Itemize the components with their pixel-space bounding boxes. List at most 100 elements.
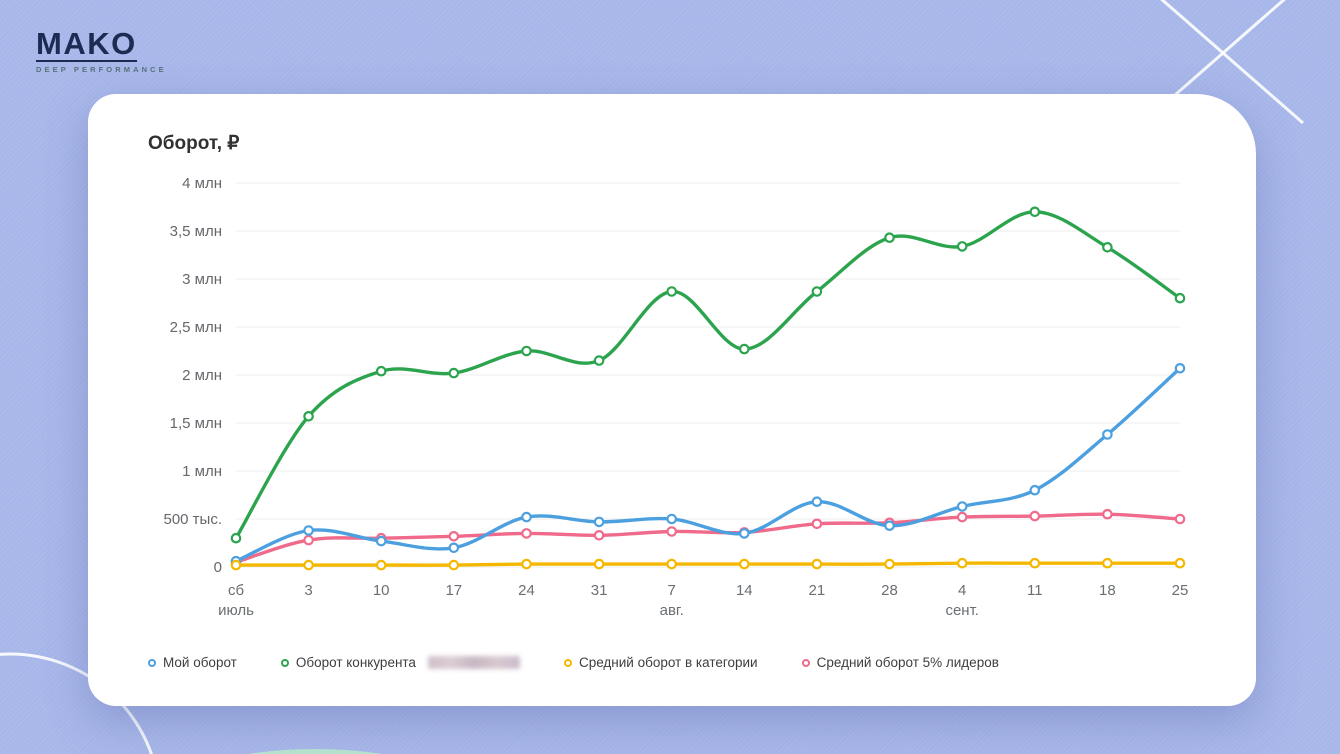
svg-text:3,5 млн: 3,5 млн: [170, 223, 222, 240]
legend-item-0[interactable]: Мой оборот: [148, 655, 237, 670]
data-point-marker: [1029, 206, 1041, 218]
data-point-marker: [811, 286, 823, 297]
data-point-marker: [521, 528, 532, 539]
chart-legend: Мой оборот Оборот конкурента Средний оборо…: [148, 655, 1196, 670]
legend-item-1[interactable]: Оборот конкурента: [280, 655, 520, 670]
data-point-marker: [1029, 557, 1041, 569]
svg-text:17: 17: [445, 582, 462, 599]
data-point-marker: [303, 559, 314, 571]
svg-text:июль: июль: [218, 602, 254, 619]
svg-text:500 тыс.: 500 тыс.: [163, 511, 222, 528]
svg-text:4: 4: [958, 582, 966, 599]
svg-text:3: 3: [304, 582, 312, 599]
turnover-line-chart[interactable]: 4 млн 3,5 млн 3 млн 2,5 млн 2 млн 1,5 млн 1 мл…: [148, 169, 1196, 631]
data-point-marker: [521, 558, 532, 570]
svg-text:1,5 млн: 1,5 млн: [170, 415, 222, 432]
data-point-marker: [956, 501, 968, 512]
svg-text:7: 7: [668, 582, 676, 599]
legend-marker-icon: [563, 658, 572, 667]
data-point-marker: [593, 355, 605, 366]
data-point-marker: [811, 558, 823, 570]
data-point-marker: [666, 558, 677, 570]
data-point-marker: [956, 241, 968, 252]
data-point-marker: [1174, 292, 1186, 304]
data-point-marker: [1102, 557, 1113, 569]
data-point-marker: [811, 518, 823, 530]
data-point-marker: [303, 534, 314, 546]
svg-text:31: 31: [591, 582, 608, 599]
data-point-marker: [1174, 363, 1186, 374]
data-point-marker: [1174, 513, 1186, 525]
brand-logo: MAKO DEEP PERFORMANCE: [36, 28, 167, 74]
decorative-circle-icon: [0, 652, 153, 754]
svg-text:1 млн: 1 млн: [182, 463, 222, 480]
data-point-marker: [303, 411, 314, 422]
competitor-name-redacted: [427, 656, 520, 669]
legend-marker-icon: [148, 658, 156, 667]
data-point-marker: [738, 343, 750, 355]
series-1: [230, 206, 1186, 544]
y-axis-labels: 4 млн 3,5 млн 3 млн 2,5 млн 2 млн 1,5 млн 1 мл…: [163, 175, 222, 576]
svg-text:сб: сб: [228, 582, 244, 599]
data-point-marker: [448, 530, 460, 542]
svg-text:25: 25: [1172, 582, 1189, 599]
data-point-marker: [666, 513, 677, 525]
svg-text:11: 11: [1027, 582, 1043, 599]
data-point-marker: [666, 526, 677, 537]
data-point-marker: [1029, 484, 1041, 496]
data-point-marker: [593, 516, 605, 528]
data-point-marker: [375, 559, 387, 571]
legend-label: Оборот конкурента: [295, 655, 416, 670]
decorative-teal-shape: [248, 749, 382, 754]
chart-card: Оборот, ₽ 4 млн 3,5 млн 3 млн 2,5 млн 2 млн 1…: [88, 94, 1256, 706]
svg-text:0: 0: [214, 559, 222, 576]
legend-label: Мой оборот: [163, 655, 237, 670]
data-point-marker: [884, 558, 895, 570]
brand-logo-text: MAKO: [36, 26, 137, 62]
data-point-marker: [738, 528, 750, 539]
data-point-marker: [956, 557, 968, 569]
data-point-marker: [884, 520, 895, 531]
data-point-marker: [884, 232, 895, 243]
data-point-marker: [230, 532, 242, 544]
svg-text:24: 24: [518, 582, 535, 599]
svg-text:авг.: авг.: [660, 602, 684, 619]
svg-text:сент.: сент.: [945, 602, 979, 619]
brand-logo-subtitle: DEEP PERFORMANCE: [36, 65, 167, 74]
data-point-marker: [303, 525, 314, 536]
legend-label: Средний оборот 5% лидеров: [816, 655, 999, 670]
data-point-marker: [521, 511, 532, 523]
svg-text:14: 14: [736, 582, 753, 599]
data-point-marker: [448, 367, 460, 379]
legend-item-2[interactable]: Средний оборот в категории: [563, 655, 758, 670]
data-point-marker: [811, 496, 823, 507]
svg-text:10: 10: [373, 582, 390, 599]
legend-label: Средний оборот в категории: [578, 655, 758, 670]
svg-text:4 млн: 4 млн: [182, 175, 222, 192]
svg-text:2 млн: 2 млн: [182, 367, 222, 384]
svg-text:18: 18: [1099, 582, 1116, 599]
data-point-marker: [521, 345, 532, 357]
data-point-marker: [375, 365, 387, 377]
series-2: [230, 557, 1186, 571]
data-point-marker: [1102, 429, 1113, 440]
svg-text:3 млн: 3 млн: [182, 271, 222, 288]
data-point-marker: [375, 535, 387, 547]
series-0: [230, 363, 1186, 567]
legend-marker-icon: [280, 658, 289, 667]
legend-item-3[interactable]: Средний оборот 5% лидеров: [801, 655, 999, 670]
legend-marker-icon: [801, 658, 810, 667]
data-point-marker: [666, 286, 677, 297]
svg-text:28: 28: [881, 582, 898, 599]
data-point-marker: [448, 542, 460, 554]
data-point-marker: [738, 558, 750, 570]
svg-text:2,5 млн: 2,5 млн: [170, 319, 222, 336]
data-point-marker: [593, 558, 605, 570]
grid-lines: [236, 182, 1180, 568]
data-point-marker: [448, 559, 460, 571]
svg-text:21: 21: [809, 582, 826, 599]
data-point-marker: [593, 529, 605, 541]
data-point-marker: [1029, 510, 1041, 522]
data-point-marker: [1102, 508, 1113, 520]
